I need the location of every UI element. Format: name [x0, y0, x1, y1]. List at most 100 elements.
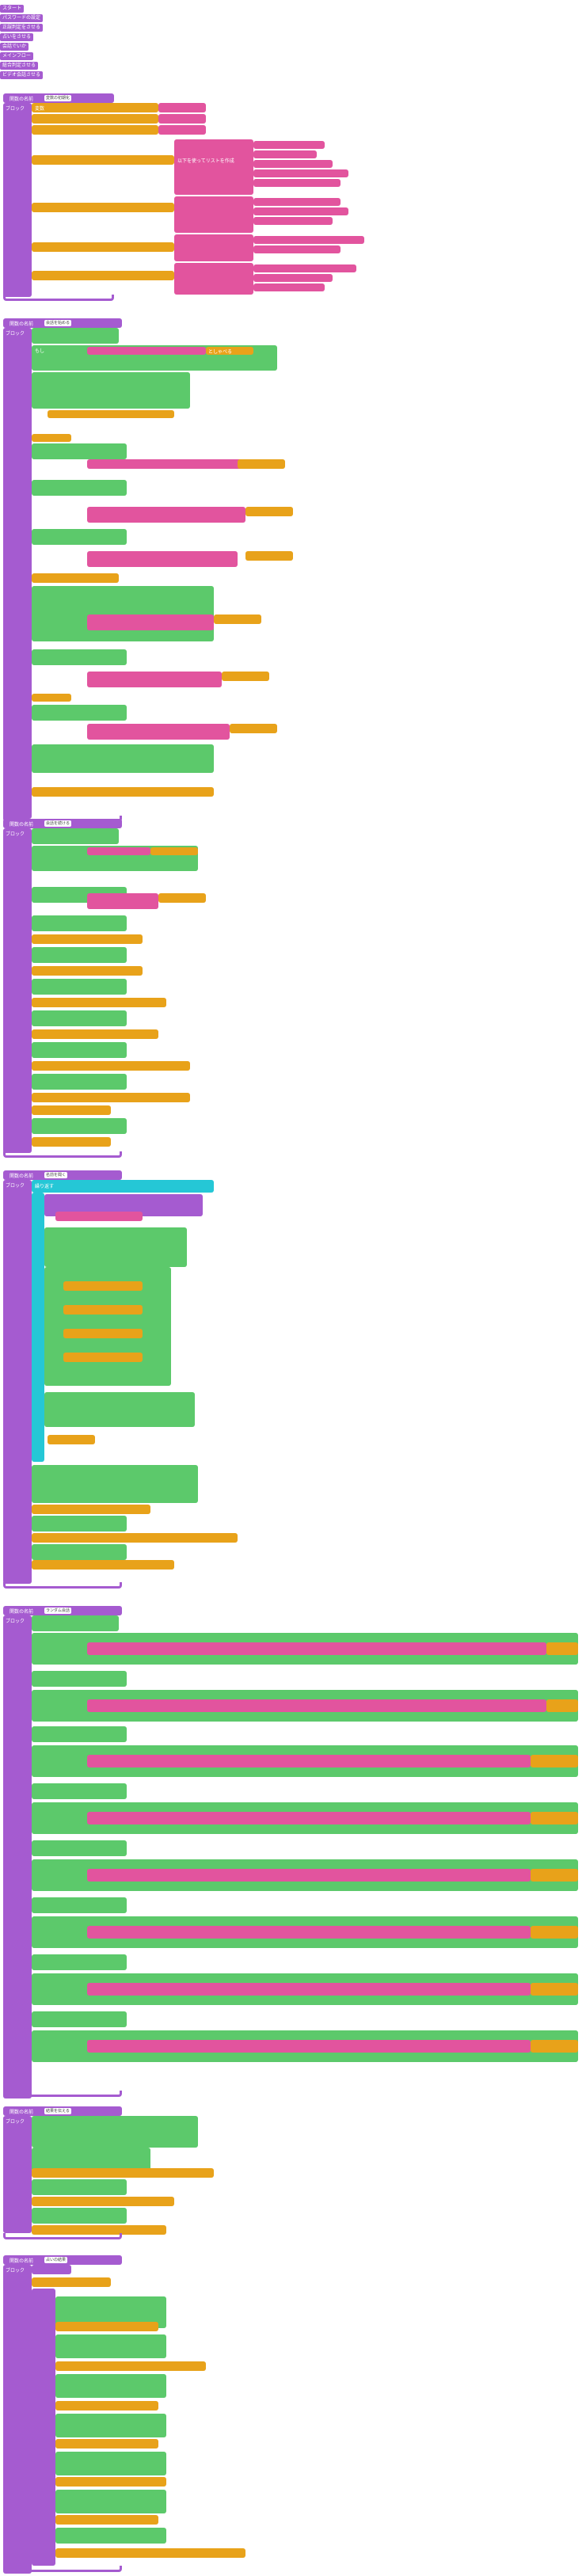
condition-block[interactable] [32, 2208, 127, 2224]
random-list-item[interactable] [87, 1983, 531, 1996]
menu-item-password[interactable]: パスワードの設定 [0, 14, 44, 22]
text-value[interactable] [158, 125, 206, 135]
random-list-item[interactable] [87, 1869, 531, 1882]
condition-block[interactable] [32, 1726, 127, 1742]
make-list-block[interactable] [174, 234, 253, 261]
say-block[interactable] [55, 2548, 245, 2558]
list-item[interactable] [253, 264, 356, 272]
list-item[interactable] [253, 160, 333, 168]
condition-block[interactable] [32, 2116, 198, 2148]
say-block[interactable] [531, 2040, 578, 2053]
function-name-field[interactable]: 名前を聞く [44, 1172, 68, 1178]
wait-block[interactable] [32, 694, 71, 702]
say-block[interactable] [531, 1755, 578, 1767]
condition-block[interactable] [32, 1465, 198, 1503]
list-item[interactable] [253, 207, 348, 215]
say-block[interactable] [32, 1560, 174, 1570]
text-value[interactable] [87, 672, 222, 687]
condition-block[interactable] [32, 1074, 127, 1090]
set-var-row[interactable] [32, 2265, 71, 2274]
condition-block[interactable] [32, 2148, 150, 2171]
random-list-item[interactable] [87, 1926, 531, 1939]
list-item[interactable] [253, 150, 317, 158]
condition-block[interactable] [32, 915, 127, 931]
say-block[interactable] [55, 2322, 158, 2331]
say-block[interactable] [32, 573, 119, 583]
condition-block[interactable] [32, 1783, 127, 1799]
condition-block[interactable] [32, 649, 127, 665]
say-block[interactable] [531, 1869, 578, 1882]
say-block[interactable] [32, 998, 166, 1007]
list-item[interactable] [253, 245, 341, 253]
say-block[interactable] [222, 672, 269, 681]
switch-block[interactable] [32, 2289, 55, 2566]
list-item[interactable] [253, 141, 325, 149]
function-hat[interactable]: 関数の名前 占いの結果 [3, 2255, 122, 2265]
function-name-field[interactable]: ランダム会話 [44, 1608, 72, 1614]
function-hat[interactable]: 関数の名前 変数の初期化 [3, 93, 114, 103]
wait-block[interactable] [32, 434, 71, 442]
set-var-row[interactable]: 変数 [32, 103, 158, 112]
condition-block[interactable] [32, 1118, 127, 1134]
function-hat[interactable]: 関数の名前 結果を伝える [3, 2106, 122, 2116]
say-block[interactable] [55, 2439, 158, 2449]
say-block[interactable] [150, 847, 198, 855]
set-var-row[interactable] [32, 114, 158, 124]
condition-block[interactable] [44, 1227, 187, 1267]
say-block[interactable] [32, 1029, 158, 1039]
say-block[interactable] [63, 1305, 143, 1315]
text-value[interactable] [87, 459, 245, 469]
make-list-block[interactable] [174, 263, 253, 295]
repeat-block[interactable]: 繰り返す [32, 1180, 214, 1193]
condition-block[interactable] [32, 529, 127, 545]
menu-item-judge[interactable]: 正誤判定をさせる [0, 24, 44, 32]
condition-block[interactable] [32, 1516, 127, 1532]
condition-block[interactable] [32, 480, 127, 496]
condition-block[interactable] [32, 828, 119, 844]
say-block[interactable] [55, 2361, 206, 2371]
condition-block[interactable] [32, 979, 127, 995]
say-block[interactable] [230, 724, 277, 733]
if-block[interactable] [32, 744, 214, 773]
function-name-field[interactable]: 結果を伝える [44, 2108, 71, 2114]
say-block[interactable] [32, 787, 214, 797]
say-block[interactable] [531, 1812, 578, 1825]
list-item[interactable] [253, 217, 333, 225]
list-item[interactable] [253, 179, 341, 187]
condition-block[interactable] [32, 443, 127, 459]
text-value[interactable] [87, 347, 206, 355]
say-block[interactable]: としゃべる [206, 347, 253, 355]
condition-block[interactable] [32, 705, 127, 721]
say-block[interactable] [238, 459, 285, 469]
case-block[interactable] [55, 2374, 166, 2398]
list-item[interactable] [253, 274, 333, 282]
say-block[interactable] [531, 1926, 578, 1939]
set-var-row[interactable] [32, 125, 158, 135]
condition-block[interactable] [55, 2528, 166, 2544]
random-list-item[interactable] [87, 1642, 546, 1655]
condition-block[interactable] [32, 1615, 119, 1631]
condition-block[interactable] [55, 2414, 166, 2437]
say-block[interactable] [63, 1353, 143, 1362]
condition-block[interactable] [55, 2334, 166, 2358]
say-block[interactable] [32, 1505, 150, 1514]
menu-item-video[interactable]: ビデオ会話させる [0, 71, 44, 79]
condition-block[interactable] [32, 1671, 127, 1687]
set-var-list-row[interactable] [32, 242, 174, 252]
menu-item-total[interactable]: 総合判定させる [0, 62, 39, 70]
say-block[interactable] [32, 934, 143, 944]
list-item[interactable] [253, 169, 348, 177]
say-block[interactable] [32, 2277, 111, 2287]
say-block[interactable] [32, 1061, 190, 1071]
text-value[interactable] [87, 615, 214, 630]
say-block[interactable] [63, 1329, 143, 1338]
menu-item-conversation[interactable]: 会話でいか [0, 43, 29, 51]
condition-block[interactable] [55, 2490, 166, 2513]
list-item[interactable] [253, 283, 325, 291]
function-hat[interactable]: 関数の名前 ランダム会話 [3, 1606, 122, 1615]
say-block[interactable] [32, 966, 143, 976]
condition-block[interactable] [32, 1042, 127, 1058]
make-list-block[interactable] [174, 196, 253, 233]
text-value[interactable] [87, 724, 230, 740]
say-block[interactable] [32, 2225, 166, 2235]
